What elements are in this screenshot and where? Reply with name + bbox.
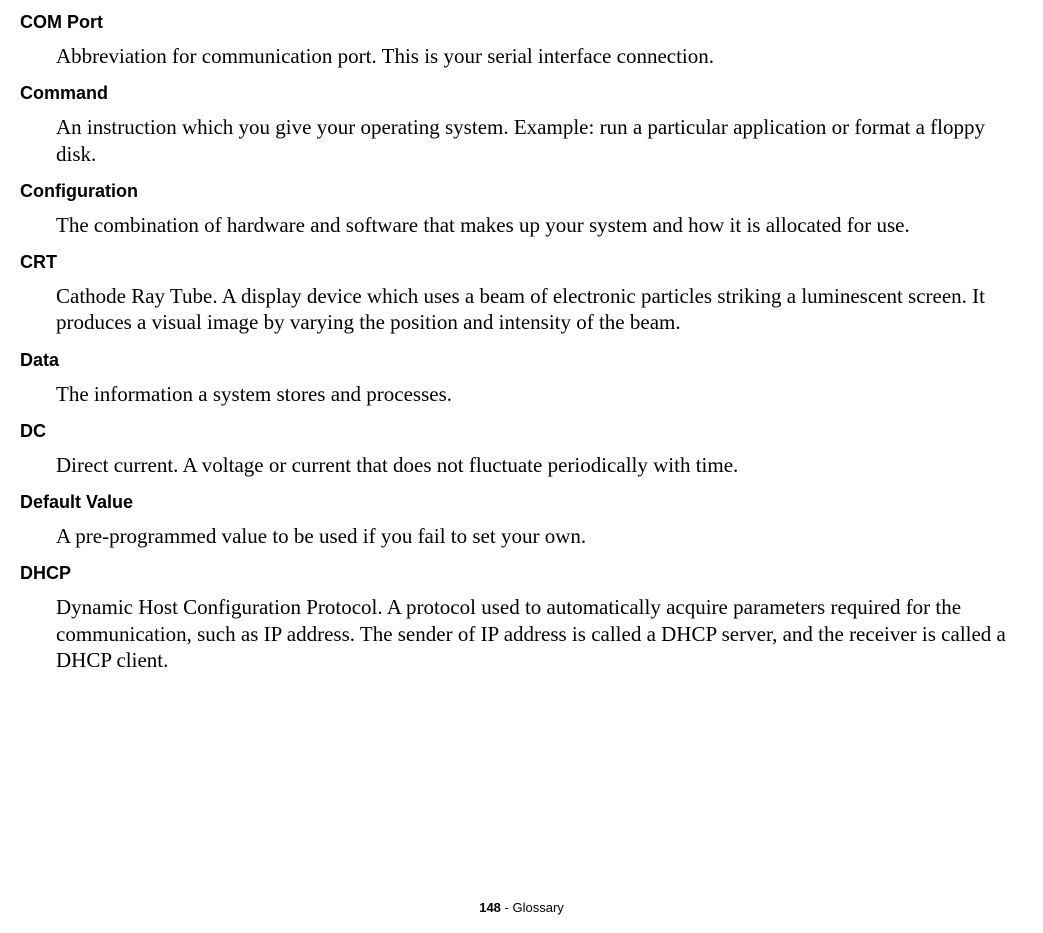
glossary-definition: An instruction which you give your opera…	[56, 114, 1023, 167]
glossary-term: DHCP	[20, 563, 1023, 584]
glossary-definition: The information a system stores and proc…	[56, 381, 1023, 407]
glossary-term: CRT	[20, 252, 1023, 273]
glossary-page: COM Port Abbreviation for communication …	[0, 12, 1043, 673]
glossary-term: Default Value	[20, 492, 1023, 513]
glossary-term: COM Port	[20, 12, 1023, 33]
glossary-definition: A pre-programmed value to be used if you…	[56, 523, 1023, 549]
glossary-term: Data	[20, 350, 1023, 371]
glossary-definition: Dynamic Host Configuration Protocol. A p…	[56, 594, 1023, 673]
glossary-definition: Abbreviation for communication port. Thi…	[56, 43, 1023, 69]
glossary-term: DC	[20, 421, 1023, 442]
glossary-definition: Cathode Ray Tube. A display device which…	[56, 283, 1023, 336]
glossary-definition: Direct current. A voltage or current tha…	[56, 452, 1023, 478]
footer-section: Glossary	[512, 900, 563, 915]
glossary-term: Configuration	[20, 181, 1023, 202]
footer-separator: -	[501, 900, 513, 915]
page-footer: 148 - Glossary	[0, 900, 1043, 915]
page-number: 148	[479, 900, 501, 915]
glossary-term: Command	[20, 83, 1023, 104]
glossary-definition: The combination of hardware and software…	[56, 212, 1023, 238]
